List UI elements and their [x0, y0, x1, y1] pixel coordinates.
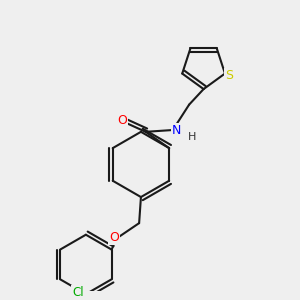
- Text: N: N: [172, 124, 181, 136]
- Text: O: O: [109, 231, 119, 244]
- Text: H: H: [188, 132, 196, 142]
- Text: S: S: [225, 69, 233, 82]
- Text: Cl: Cl: [72, 286, 84, 299]
- Text: O: O: [117, 115, 127, 128]
